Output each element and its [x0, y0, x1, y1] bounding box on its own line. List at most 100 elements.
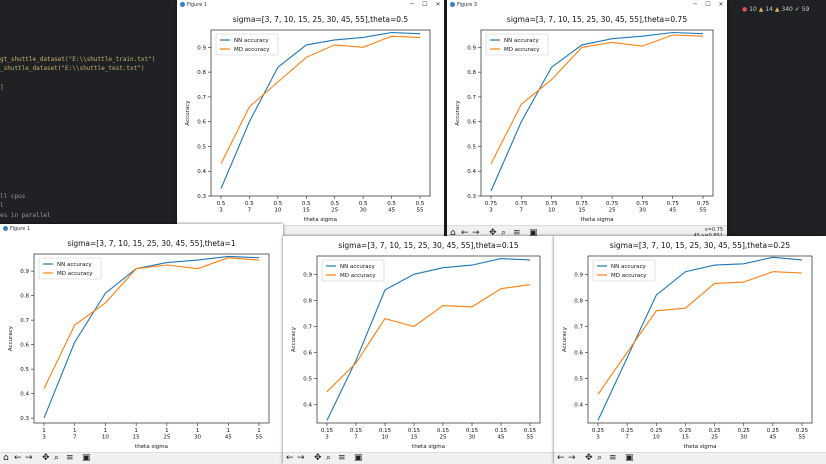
y-tick-label: 0.4 — [197, 169, 206, 175]
configure-icon[interactable]: ≡ — [513, 228, 521, 238]
y-tick-label: 0.7 — [303, 324, 312, 330]
pan-icon[interactable]: ✥ — [489, 228, 497, 238]
x-tick-label: 55 — [799, 435, 806, 441]
y-tick-label: 0.6 — [574, 351, 583, 357]
minimize-button[interactable]: ─ — [410, 1, 414, 8]
back-arrow-icon[interactable]: ← — [286, 453, 294, 463]
y-tick-label: 0.7 — [197, 95, 206, 101]
pan-icon[interactable]: ✥ — [314, 453, 322, 463]
y-tick-label: 0.9 — [467, 45, 476, 51]
x-tick-label: 0.75 — [636, 201, 649, 207]
zoom-icon[interactable]: ⌕ — [501, 228, 507, 238]
configure-icon[interactable]: ≡ — [338, 453, 346, 463]
legend-label: NN accuracy — [234, 38, 270, 44]
save-icon[interactable]: ▣ — [625, 453, 634, 463]
x-tick-label: 0.75 — [606, 201, 619, 207]
y-tick-label: 0.9 — [197, 45, 206, 51]
forward-arrow-icon[interactable]: → — [297, 453, 305, 463]
toolbar: ← → ✥ ⌕ ≡ ▣ — [283, 452, 554, 464]
x-tick-label: 0.25 — [679, 428, 692, 434]
figure-window[interactable]: sigma=[3, 7, 10, 15, 25, 30, 45, 55],the… — [283, 236, 554, 464]
x-tick-label: 55 — [700, 208, 707, 214]
forward-arrow-icon[interactable]: → — [25, 453, 33, 463]
x-axis-label: theta sigma — [581, 217, 614, 223]
chart-title: sigma=[3, 7, 10, 15, 25, 30, 45, 55],the… — [338, 241, 518, 250]
save-icon[interactable]: ▣ — [354, 453, 363, 463]
x-tick-label: 25 — [609, 208, 616, 214]
zoom-icon[interactable]: ⌕ — [326, 453, 332, 463]
legend-label: MD accuracy — [234, 47, 270, 53]
x-axis-label: theta sigma — [135, 444, 168, 450]
x-tick-label: 25 — [163, 435, 170, 441]
x-tick-label: 0.5 — [273, 201, 282, 207]
window-titlebar[interactable]: Figure 3 ─ ☐ ✕ — [447, 0, 727, 10]
close-button[interactable]: ✕ — [718, 1, 724, 8]
y-axis-label: Accuracy — [562, 326, 568, 352]
pan-icon[interactable]: ✥ — [585, 453, 593, 463]
x-tick-label: 1 — [196, 428, 200, 434]
back-arrow-icon[interactable]: ← — [14, 453, 22, 463]
home-icon[interactable]: ⌂ — [3, 453, 9, 463]
warning-count: 14 — [765, 6, 773, 13]
x-tick-label: 0.5 — [359, 201, 368, 207]
x-tick-label: 10 — [653, 435, 660, 441]
code-line: ] — [0, 84, 4, 91]
y-tick-label: 0.6 — [467, 120, 476, 126]
window-title: Figure 1 — [187, 2, 208, 8]
window-titlebar[interactable]: Figure 1 — [0, 224, 283, 234]
zoom-icon[interactable]: ⌕ — [597, 453, 603, 463]
legend-label: NN accuracy — [340, 264, 376, 270]
md-accuracy-line — [43, 257, 260, 389]
x-tick-label: 1 — [257, 428, 261, 434]
legend — [485, 33, 549, 56]
configure-icon[interactable]: ≡ — [66, 453, 74, 463]
y-tick-label: 0.7 — [20, 318, 29, 324]
legend-label: MD accuracy — [504, 47, 540, 53]
md-accuracy-line — [220, 35, 421, 165]
window-titlebar[interactable]: Figure 1 ─ ☐ ✕ — [177, 0, 444, 10]
close-button[interactable]: ✕ — [435, 1, 441, 8]
x-tick-label: 1 — [104, 428, 108, 434]
x-tick-label: 55 — [527, 435, 534, 441]
y-tick-label: 0.7 — [467, 95, 476, 101]
maximize-button[interactable]: ☐ — [705, 1, 711, 8]
x-tick-label: 0.75 — [576, 201, 589, 207]
x-tick-label: 0.25 — [592, 428, 605, 434]
home-icon[interactable]: ⌂ — [450, 228, 456, 238]
figure-window[interactable]: sigma=[3, 7, 10, 15, 25, 30, 45, 55],the… — [554, 236, 826, 464]
save-icon[interactable]: ▣ — [82, 453, 91, 463]
x-tick-label: 10 — [548, 208, 555, 214]
window-title: Figure 1 — [10, 226, 31, 232]
minimize-button[interactable]: ─ — [693, 1, 697, 8]
back-arrow-icon[interactable]: ← — [557, 453, 565, 463]
x-tick-label: 30 — [639, 208, 646, 214]
inspection-status[interactable]: ● 10 ▲ 14 ▲ 340 ✔ 59 — [742, 6, 809, 13]
figure-window[interactable]: Figure 1 ─ ☐ ✕ sigma=[3, 7, 10, 15, 25, … — [177, 0, 444, 240]
legend-label: MD accuracy — [57, 271, 93, 277]
save-icon[interactable]: ▣ — [529, 228, 538, 238]
y-tick-label: 0.3 — [20, 416, 29, 422]
md-accuracy-line — [490, 34, 704, 165]
plot-frame — [480, 29, 714, 197]
forward-arrow-icon[interactable]: → — [472, 228, 480, 238]
configure-icon[interactable]: ≡ — [609, 453, 617, 463]
figure-window[interactable]: Figure 3 ─ ☐ ✕ sigma=[3, 7, 10, 15, 25, … — [447, 0, 727, 240]
zoom-icon[interactable]: ⌕ — [54, 453, 60, 463]
md-accuracy-line — [326, 284, 531, 393]
nn-accuracy-line — [220, 31, 421, 189]
y-tick-label: 0.5 — [574, 377, 583, 383]
console-line: l — [0, 202, 4, 209]
y-axis-label: Accuracy — [8, 325, 14, 351]
nn-accuracy-line — [43, 255, 260, 419]
figure-window[interactable]: Figure 1 sigma=[3, 7, 10, 15, 25, 30, 45… — [0, 224, 283, 464]
chart-plot: sigma=[3, 7, 10, 15, 25, 30, 45, 55],the… — [8, 239, 270, 450]
back-arrow-icon[interactable]: ← — [461, 228, 469, 238]
pan-icon[interactable]: ✥ — [42, 453, 50, 463]
y-tick-label: 0.8 — [20, 294, 29, 300]
x-tick-label: 10 — [382, 435, 389, 441]
y-tick-label: 0.4 — [467, 169, 476, 175]
x-tick-label: 45 — [498, 435, 505, 441]
legend-label: NN accuracy — [504, 38, 540, 44]
maximize-button[interactable]: ☐ — [422, 1, 428, 8]
forward-arrow-icon[interactable]: → — [568, 453, 576, 463]
